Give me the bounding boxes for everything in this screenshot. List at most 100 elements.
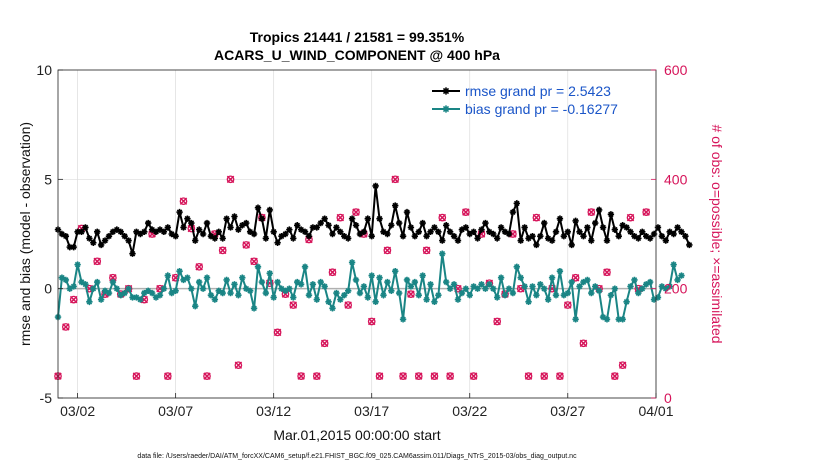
bias-point-shape xyxy=(611,285,619,292)
bias-point xyxy=(125,285,132,292)
rmse-point xyxy=(458,226,466,233)
bias-point xyxy=(493,294,501,301)
obs-assimilated-point xyxy=(422,246,431,255)
bias-point-shape xyxy=(446,285,454,292)
obs-possible-point xyxy=(179,197,188,206)
rmse-point-shape xyxy=(254,204,262,211)
obs-possible-point xyxy=(93,257,102,266)
rmse-point-shape xyxy=(199,230,207,238)
rmse-point xyxy=(219,235,226,242)
rmse-point-shape xyxy=(329,230,336,238)
bias-point-shape xyxy=(207,292,215,299)
rmse-point-shape xyxy=(117,228,124,236)
bias-point xyxy=(148,289,156,297)
rmse-point-shape xyxy=(509,208,517,216)
bias-point xyxy=(599,313,607,321)
bias-point-shape xyxy=(227,289,234,297)
obs-possible-point xyxy=(367,317,376,326)
bias-point xyxy=(239,274,246,281)
legend: rmse grand pr = 2.5423 bias grand pr = -… xyxy=(432,83,618,117)
y2-tick-label: 200 xyxy=(664,281,688,297)
bias-point xyxy=(392,267,399,275)
bias-point-shape xyxy=(168,289,175,297)
bias-point xyxy=(592,283,599,290)
rmse-point xyxy=(101,237,109,244)
rmse-point xyxy=(615,232,622,240)
x-axis-label: Mar.01,2015 00:00:00 start xyxy=(273,427,440,443)
bias-point xyxy=(278,285,285,292)
rmse-point xyxy=(572,217,579,225)
bias-point xyxy=(74,261,81,268)
rmse-point-shape xyxy=(219,235,226,242)
obs-assimilated-point xyxy=(540,372,548,380)
rmse-point-shape xyxy=(686,241,693,249)
bias-point xyxy=(195,278,203,286)
bias-point-shape xyxy=(117,292,124,299)
rmse-point-shape xyxy=(192,237,199,244)
bias-point-shape xyxy=(443,278,450,286)
rmse-point xyxy=(297,226,305,233)
bias-point-shape xyxy=(368,272,375,279)
bias-point-shape xyxy=(317,278,324,286)
bias-point xyxy=(297,281,305,288)
bias-point-shape xyxy=(337,296,344,303)
rmse-point xyxy=(674,224,681,231)
rmse-point-shape xyxy=(164,224,171,231)
obs-assimilated-point xyxy=(69,295,78,304)
rmse-point-shape xyxy=(313,224,321,231)
rmse-point-shape xyxy=(113,226,121,233)
rmse-point xyxy=(568,241,575,249)
rmse-point xyxy=(286,226,293,233)
obs-possible-point xyxy=(226,175,235,184)
rmse-point xyxy=(384,230,391,238)
rmse-point-shape xyxy=(188,219,195,227)
bias-point xyxy=(129,294,136,301)
rmse-point-shape xyxy=(490,230,497,238)
rmse-point xyxy=(321,215,328,222)
bias-point xyxy=(321,283,328,290)
rmse-point-shape xyxy=(243,219,250,227)
y-axis-label: rmse and bias (model - observation) xyxy=(17,122,33,346)
bias-point-shape xyxy=(344,287,352,295)
bias-point-shape xyxy=(639,285,646,292)
rmse-point xyxy=(164,224,171,231)
bias-point-shape xyxy=(109,278,117,286)
rmse-point-shape xyxy=(176,208,183,216)
bias-point xyxy=(490,285,497,292)
rmse-point xyxy=(682,232,689,240)
rmse-point-shape xyxy=(297,226,305,233)
bias-point-shape xyxy=(474,285,481,292)
bias-point-shape xyxy=(180,276,187,284)
rmse-point xyxy=(423,232,430,240)
rmse-point-shape xyxy=(560,232,568,240)
bias-point-shape xyxy=(195,278,203,286)
bias-point xyxy=(144,287,152,295)
rmse-point-shape xyxy=(639,228,646,236)
bias-point-shape xyxy=(101,287,109,295)
rmse-point xyxy=(631,232,638,240)
rmse-point xyxy=(235,226,242,233)
bias-point xyxy=(286,285,293,292)
rmse-point xyxy=(678,228,685,236)
bias-point-shape xyxy=(635,289,642,297)
x-tick-label: 03/07 xyxy=(158,403,193,419)
rmse-point-shape xyxy=(384,230,391,238)
rmse-point-shape xyxy=(148,226,156,233)
bias-point xyxy=(78,278,85,286)
rmse-point xyxy=(344,235,352,242)
obs-possible-point xyxy=(603,268,611,277)
rmse-point xyxy=(407,224,415,231)
bias-point xyxy=(662,285,670,292)
rmse-point-shape xyxy=(270,228,277,236)
obs-assimilated-point xyxy=(164,372,172,380)
rmse-point xyxy=(411,232,419,240)
rmse-point-shape xyxy=(239,222,246,229)
rmse-point xyxy=(670,230,677,238)
rmse-point-shape xyxy=(301,228,309,236)
x-tick-label: 03/02 xyxy=(60,403,95,419)
obs-assimilated-point xyxy=(375,372,384,380)
bias-point-shape xyxy=(592,283,599,290)
bias-point xyxy=(595,287,603,295)
rmse-point-shape xyxy=(399,232,407,240)
y-tick-label: -5 xyxy=(40,390,53,406)
